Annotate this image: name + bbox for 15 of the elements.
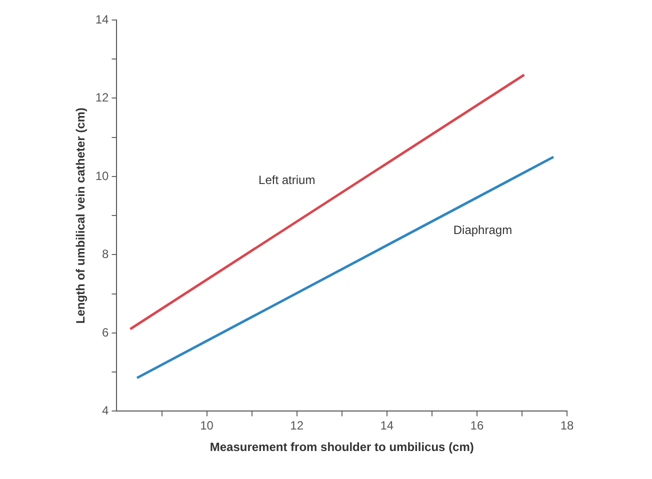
x-tick-label: 10 <box>200 418 214 433</box>
y-tick-label: 4 <box>102 404 110 418</box>
y-tick-label: 10 <box>95 168 110 183</box>
x-axis-title: Measurement from shoulder to umbilicus (cm) <box>210 440 474 454</box>
x-tick-label: 14 <box>380 418 394 433</box>
x-tick-label: 18 <box>560 418 574 433</box>
y-tick-label: 12 <box>95 90 110 105</box>
series-label: Diaphragm <box>453 223 512 238</box>
y-axis-title: Length of umbilical vein catheter (cm) <box>74 108 88 324</box>
y-tick-label: 6 <box>102 325 110 340</box>
series-label: Left atrium <box>258 172 316 187</box>
x-tick-label: 12 <box>290 418 304 433</box>
y-tick-label: 8 <box>102 247 110 262</box>
x-tick-label: 16 <box>470 418 484 433</box>
y-tick-label: 14 <box>95 12 110 26</box>
